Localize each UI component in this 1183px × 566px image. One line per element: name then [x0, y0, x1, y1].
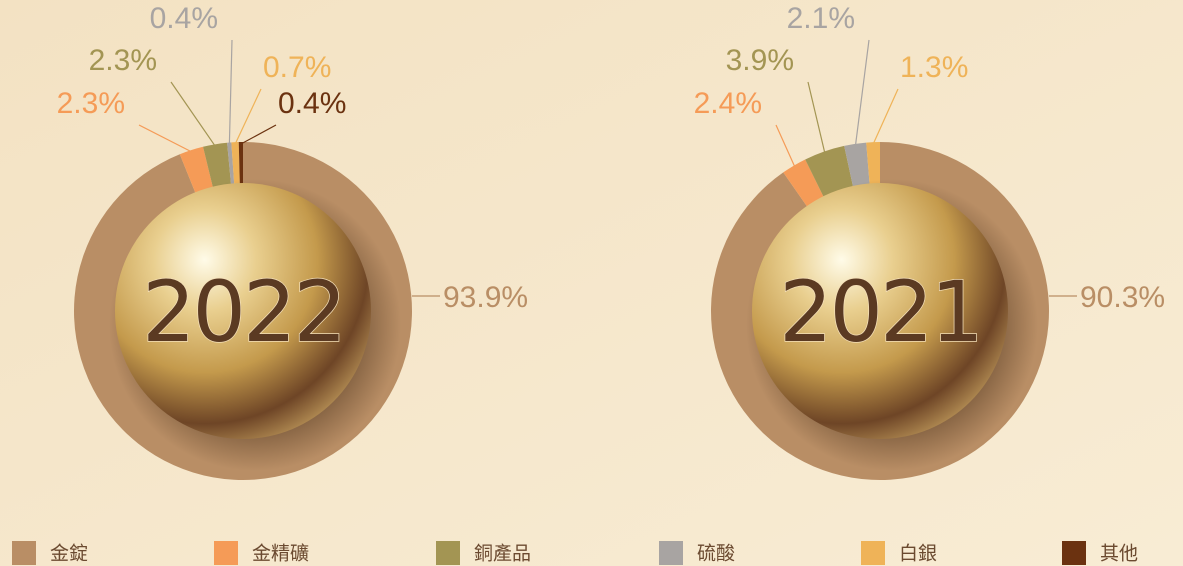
value-label: 2.4% — [694, 87, 762, 120]
legend-label: 金精礦 — [252, 543, 309, 565]
legend-swatch — [861, 541, 885, 565]
legend-label: 銅產品 — [474, 543, 531, 565]
value-label: 0.7% — [263, 51, 331, 84]
value-label: 93.9% — [443, 281, 528, 314]
value-label: 2.3% — [89, 44, 157, 77]
legend-label: 白銀 — [899, 543, 937, 565]
legend-swatch — [1062, 541, 1086, 565]
legend-swatch — [214, 541, 238, 565]
value-label: 3.9% — [726, 44, 794, 77]
value-label: 90.3% — [1080, 281, 1165, 314]
value-label: 2.3% — [57, 87, 125, 120]
legend-label: 金錠 — [50, 543, 88, 565]
legend-swatch — [436, 541, 460, 565]
year-label: 2022 — [142, 263, 344, 361]
year-label: 2021 — [779, 263, 981, 361]
legend-swatch — [12, 541, 36, 565]
value-label: 2.1% — [787, 2, 855, 35]
legend-label: 硫酸 — [697, 543, 735, 565]
value-label: 1.3% — [900, 51, 968, 84]
legend-swatch — [659, 541, 683, 565]
legend-label: 其他 — [1100, 543, 1138, 565]
page: 202293.9%2.3%2.3%0.4%0.7%0.4%202190.3%2.… — [0, 0, 1183, 566]
value-label: 0.4% — [278, 87, 346, 120]
value-label: 0.4% — [150, 2, 218, 35]
